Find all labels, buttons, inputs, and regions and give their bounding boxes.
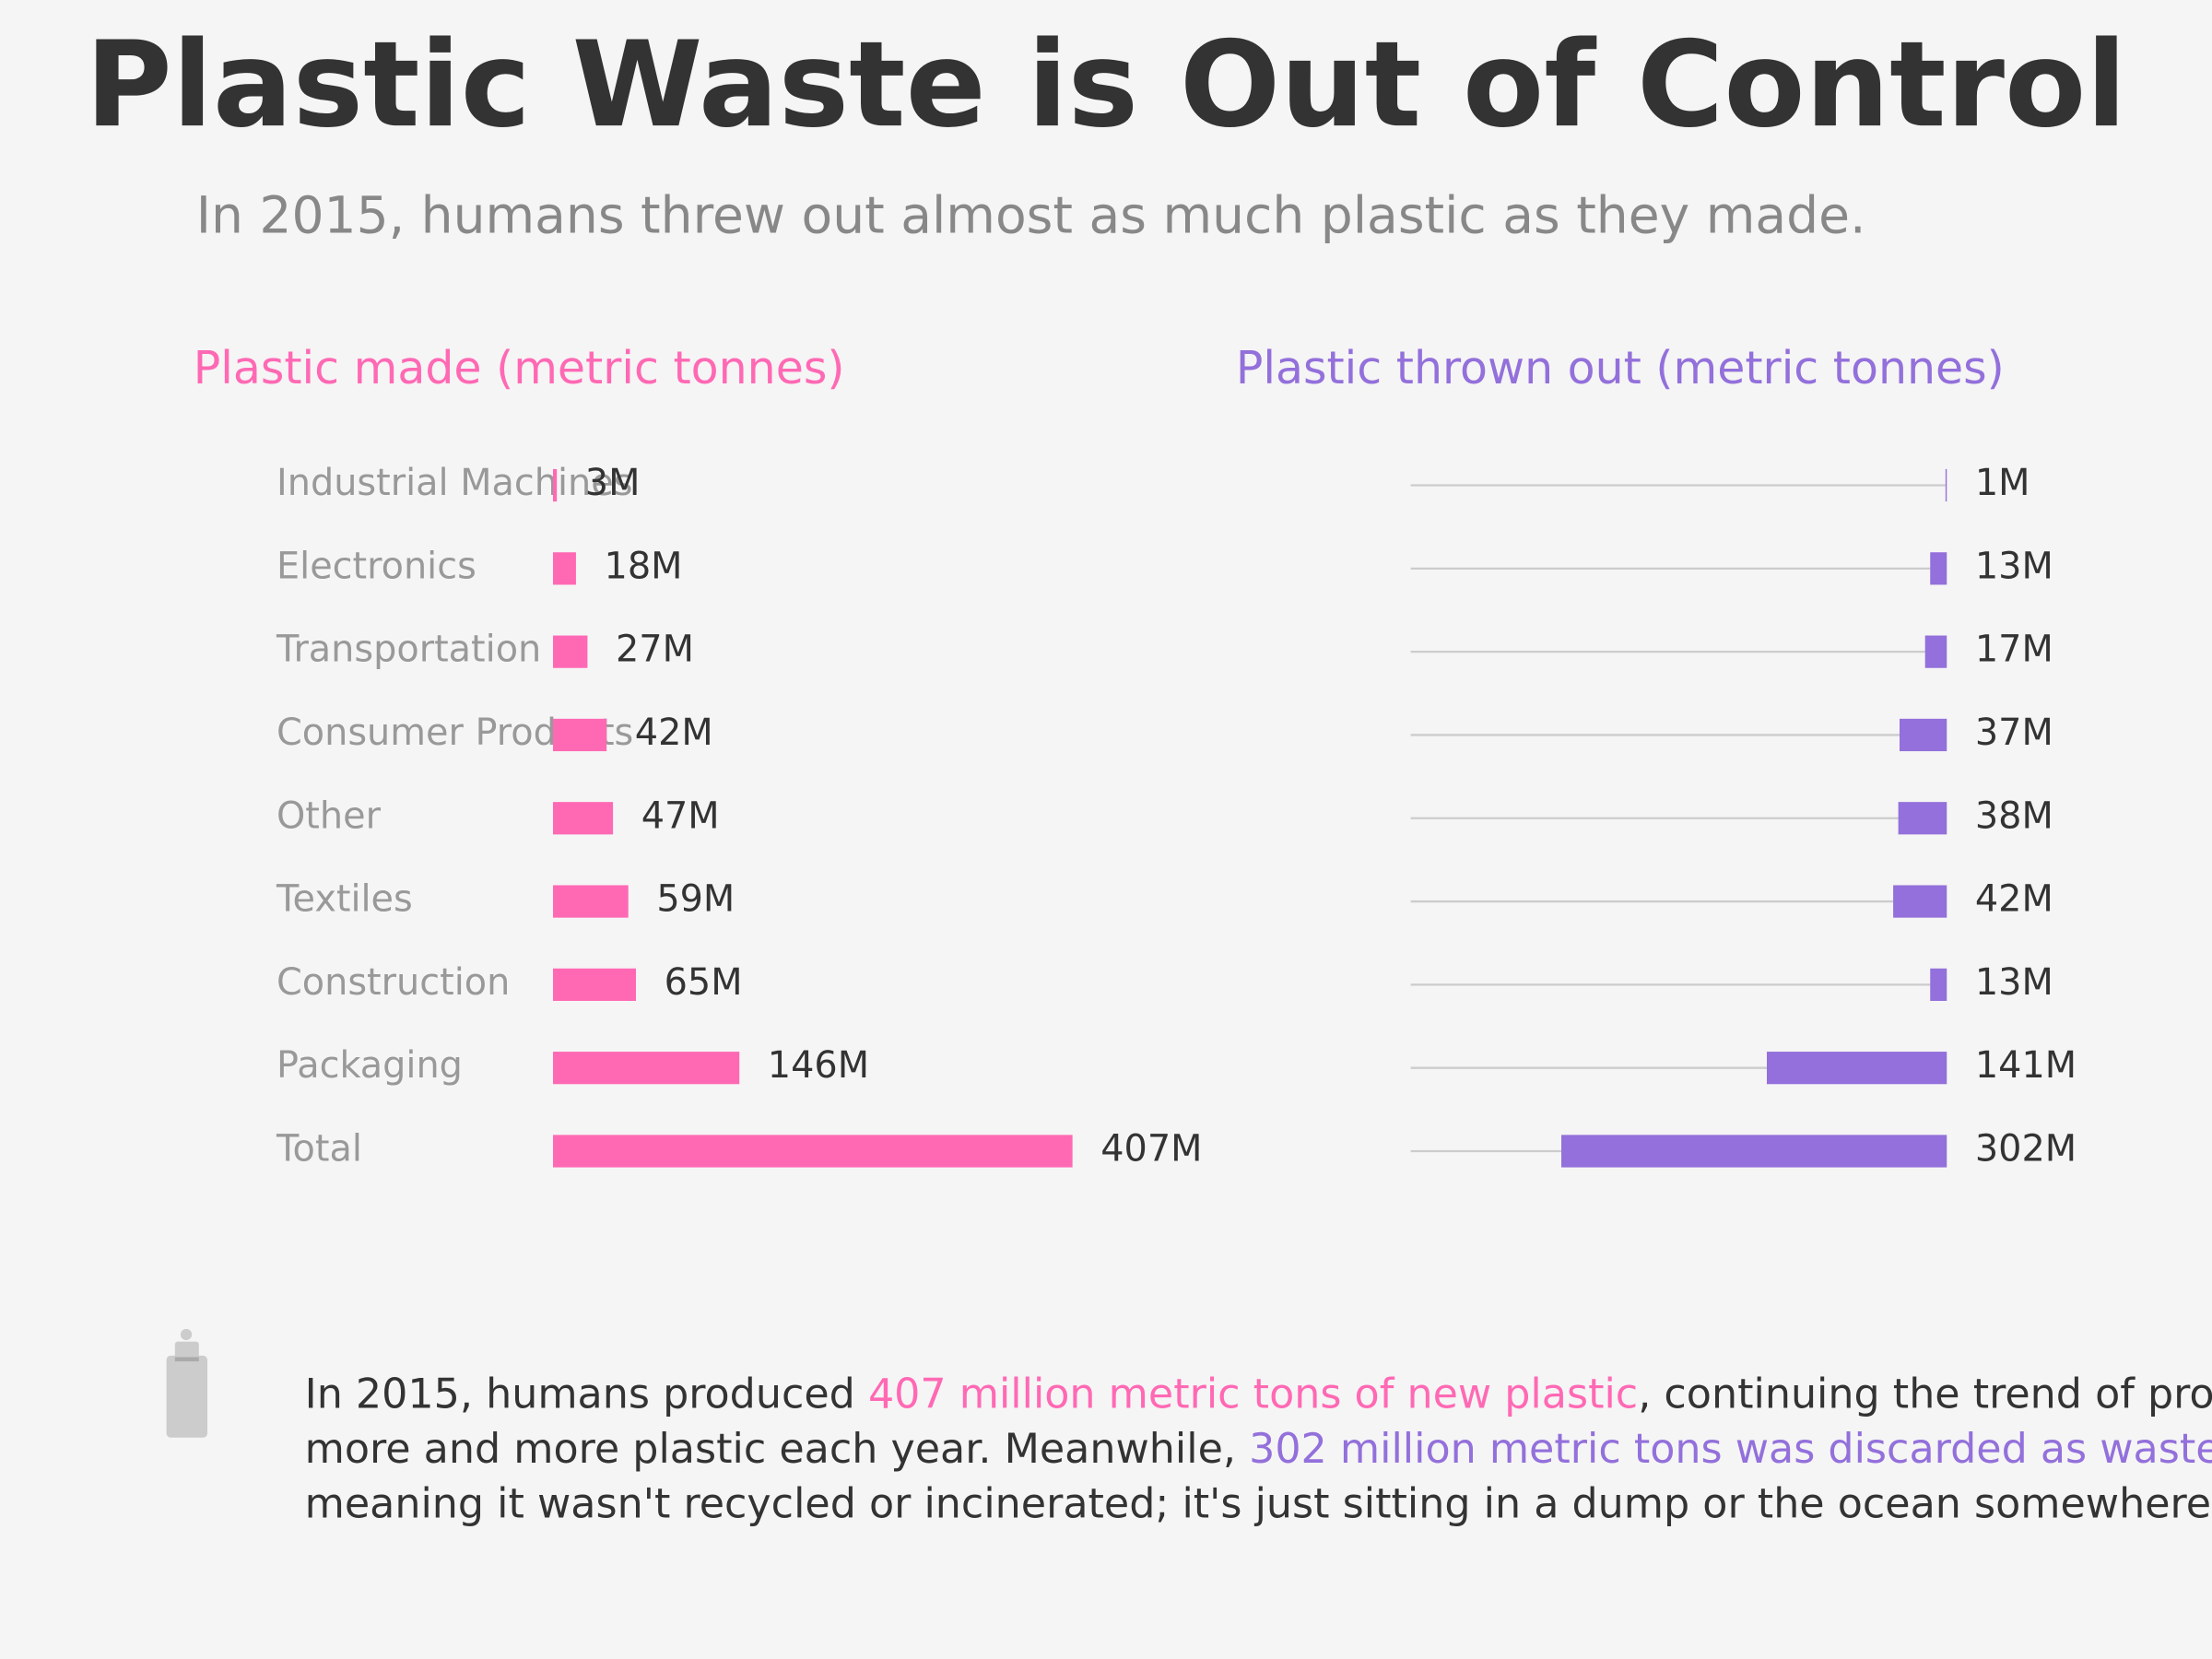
category-label: Construction: [276, 961, 510, 1004]
bar: [1900, 718, 1947, 752]
bar: [1893, 885, 1947, 918]
footer-text: more and more plastic each year. Meanwhi…: [305, 1426, 1249, 1473]
panel-title: Plastic made (metric tonnes): [194, 342, 845, 394]
value-label: 42M: [1975, 878, 2053, 921]
panel-title: Plastic thrown out (metric tonnes): [1236, 342, 2005, 394]
category-label: Electronics: [276, 545, 477, 587]
bar: [553, 1135, 1073, 1168]
bottle-icon: [166, 1328, 207, 1438]
value-label: 59M: [656, 878, 735, 921]
bar: [1945, 468, 1947, 502]
footer-text: In 2015, humans produced: [305, 1371, 868, 1418]
value-label: 37M: [1975, 712, 2053, 754]
value-label: 47M: [641, 794, 720, 837]
bar: [1766, 1052, 1947, 1085]
value-label: 17M: [1975, 629, 2053, 671]
value-label: 38M: [1975, 794, 2053, 837]
footer-text: , continuing the trend of producing: [1638, 1371, 2212, 1418]
category-label: Total: [276, 1127, 362, 1170]
footer-line: meaning it wasn't recycled or incinerate…: [305, 1481, 2212, 1528]
value-label: 141M: [1975, 1044, 2077, 1087]
footer-line: more and more plastic each year. Meanwhi…: [305, 1426, 2212, 1473]
bar: [553, 635, 588, 668]
bar: [553, 718, 607, 752]
subtitle: In 2015, humans threw out almost as much…: [196, 185, 1866, 244]
bar: [553, 468, 558, 502]
value-label: 18M: [605, 545, 683, 587]
footer-line: In 2015, humans produced 407 million met…: [305, 1371, 2212, 1418]
value-label: 146M: [768, 1044, 869, 1087]
value-label: 65M: [665, 961, 743, 1004]
bar: [553, 552, 576, 585]
value-label: 407M: [1100, 1127, 1202, 1170]
bar: [1561, 1135, 1947, 1168]
bar: [1924, 635, 1947, 668]
footer-highlight: 302 million metric tons was discarded as…: [1249, 1426, 2212, 1473]
value-label: 302M: [1975, 1127, 2077, 1170]
footer-highlight: 407 million metric tons of new plastic: [868, 1371, 1638, 1418]
bar: [553, 968, 637, 1001]
bar: [1898, 802, 1947, 835]
category-label: Other: [276, 794, 382, 837]
value-label: 27M: [616, 629, 694, 671]
bar: [553, 885, 629, 918]
title: Plastic Waste is Out of Control: [86, 17, 2127, 154]
bar: [1930, 552, 1947, 585]
footer-text: meaning it wasn't recycled or incinerate…: [305, 1481, 2212, 1528]
bar: [553, 1052, 740, 1085]
category-label: Industrial Machines: [276, 462, 632, 504]
bar: [553, 802, 614, 835]
value-label: 13M: [1975, 961, 2053, 1004]
category-label: Transportation: [276, 629, 541, 671]
bar: [1930, 968, 1947, 1001]
value-label: 42M: [635, 712, 713, 754]
value-label: 3M: [585, 462, 641, 504]
value-label: 13M: [1975, 545, 2053, 587]
category-label: Textiles: [276, 878, 413, 921]
value-label: 1M: [1975, 462, 2030, 504]
category-label: Packaging: [276, 1044, 463, 1087]
